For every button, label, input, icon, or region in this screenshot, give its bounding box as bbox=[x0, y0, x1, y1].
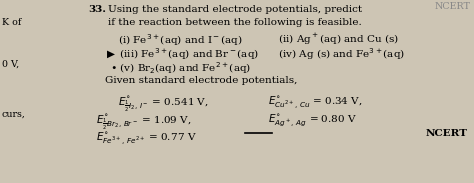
Text: NCERT: NCERT bbox=[434, 2, 470, 11]
Text: curs,: curs, bbox=[2, 110, 26, 119]
Text: Using the standard electrode potentials, predict: Using the standard electrode potentials,… bbox=[108, 5, 362, 14]
Text: $\blacktriangleright$ (iii) Fe$^{3+}$(aq) and Br$^-$(aq): $\blacktriangleright$ (iii) Fe$^{3+}$(aq… bbox=[104, 46, 259, 62]
Text: (iv) Ag (s) and Fe$^{3+}$(aq): (iv) Ag (s) and Fe$^{3+}$(aq) bbox=[278, 46, 405, 62]
Text: $E^{\circ}_{\frac{1}{2}Br_2,\,Br^-}$ = 1.09 V,: $E^{\circ}_{\frac{1}{2}Br_2,\,Br^-}$ = 1… bbox=[96, 113, 191, 132]
Text: $E^{\circ}_{Ag^+,\,Ag}$ = 0.80 V: $E^{\circ}_{Ag^+,\,Ag}$ = 0.80 V bbox=[268, 113, 356, 129]
Text: if the reaction between the following is feasible.: if the reaction between the following is… bbox=[108, 18, 362, 27]
Text: Given standard electrode potentials,: Given standard electrode potentials, bbox=[105, 76, 297, 85]
Text: 0 V,: 0 V, bbox=[2, 60, 19, 69]
Text: 33.: 33. bbox=[88, 5, 106, 14]
Text: $\bullet$ (v) Br$_2$(aq) and Fe$^{2+}$(aq): $\bullet$ (v) Br$_2$(aq) and Fe$^{2+}$(a… bbox=[110, 60, 251, 76]
Text: $E^{\circ}_{Cu^{2+},\,Cu}$ = 0.34 V,: $E^{\circ}_{Cu^{2+},\,Cu}$ = 0.34 V, bbox=[268, 95, 363, 112]
Text: K of: K of bbox=[2, 18, 21, 27]
Text: (i) Fe$^{3+}$(aq) and I$^-$(aq): (i) Fe$^{3+}$(aq) and I$^-$(aq) bbox=[118, 32, 243, 48]
Text: $E^{\circ}_{Fe^{3+},\,Fe^{2+}}$ = 0.77 V: $E^{\circ}_{Fe^{3+},\,Fe^{2+}}$ = 0.77 V bbox=[96, 131, 197, 148]
Text: NCERT: NCERT bbox=[426, 129, 468, 138]
Text: (ii) Ag$^+$(aq) and Cu (s): (ii) Ag$^+$(aq) and Cu (s) bbox=[278, 32, 399, 47]
Text: $E^{\circ}_{\frac{1}{2}I_2,\,I^-}$ = 0.541 V,: $E^{\circ}_{\frac{1}{2}I_2,\,I^-}$ = 0.5… bbox=[118, 95, 209, 114]
